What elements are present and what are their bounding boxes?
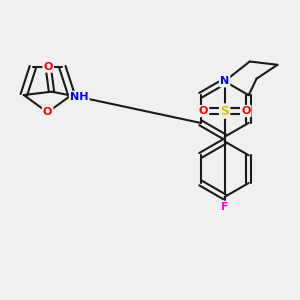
Text: O: O — [44, 61, 53, 72]
Text: F: F — [221, 202, 228, 212]
Text: O: O — [241, 106, 250, 116]
Text: NH: NH — [70, 92, 88, 102]
Text: N: N — [220, 76, 229, 86]
Text: O: O — [199, 106, 208, 116]
Text: S: S — [220, 104, 229, 118]
Text: O: O — [43, 107, 52, 117]
